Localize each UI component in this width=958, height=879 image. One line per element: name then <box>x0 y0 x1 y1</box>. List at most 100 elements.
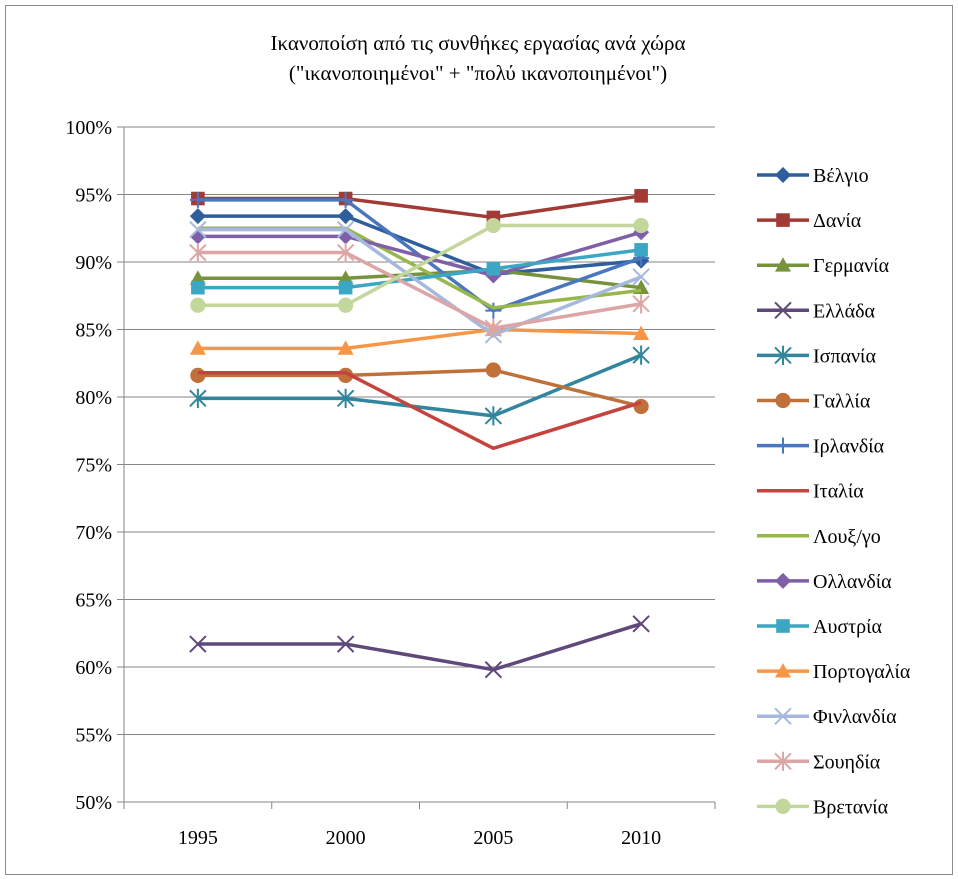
data-point <box>633 325 650 340</box>
legend-label: Ολλανδία <box>813 571 892 593</box>
y-tick-label: 60% <box>75 657 112 679</box>
series-6 <box>190 362 649 415</box>
data-point <box>485 362 501 378</box>
series-line <box>197 268 642 290</box>
y-tick-label: 100% <box>65 117 112 139</box>
data-point <box>190 367 206 383</box>
legend-label: Πορτογαλία <box>813 661 911 683</box>
data-point <box>189 220 207 239</box>
data-point <box>634 189 648 203</box>
series-14 <box>189 242 650 338</box>
y-tick-label: 85% <box>75 320 112 342</box>
data-point <box>337 208 354 225</box>
legend: Βέλγιο Δανία Γερμανία Ελλάδα Ισπανία Γαλλία Ιρ… <box>757 165 911 818</box>
legend-label: Γαλλία <box>813 391 871 413</box>
y-tick-label: 70% <box>75 522 112 544</box>
data-point <box>189 242 207 263</box>
series-line <box>197 353 642 418</box>
y-tick-label: 65% <box>75 590 112 612</box>
data-point <box>189 340 206 355</box>
legend-item: Γερμανία <box>757 255 890 277</box>
x-tick-label: 2005 <box>473 827 513 849</box>
legend-label: Βρετανία <box>813 796 889 818</box>
x-tick-label: 2000 <box>326 827 366 849</box>
series-line <box>197 370 642 451</box>
data-point <box>633 217 649 234</box>
data-point <box>775 437 791 454</box>
data-point <box>338 297 354 313</box>
data-point <box>190 297 206 313</box>
data-point <box>189 635 207 653</box>
legend-item: Ιταλία <box>757 481 864 503</box>
series-line <box>197 230 642 278</box>
data-point <box>191 280 205 295</box>
y-tick-label: 95% <box>75 185 112 207</box>
legend-item: Δανία <box>757 210 862 232</box>
series-line <box>197 227 642 337</box>
data-point <box>189 191 206 208</box>
data-point <box>336 220 355 239</box>
data-point <box>484 660 503 679</box>
legend-item: Ισπανία <box>757 345 876 367</box>
data-point <box>775 392 791 409</box>
data-point <box>484 318 503 338</box>
series-8 <box>197 370 642 451</box>
data-point <box>775 257 791 272</box>
data-point <box>775 798 791 815</box>
data-point <box>632 294 650 314</box>
data-point <box>336 635 355 653</box>
legend-item: Γαλλία <box>757 391 871 413</box>
legend-item: Σουηδία <box>757 751 881 773</box>
data-point <box>189 208 206 225</box>
x-tick-label: 2010 <box>621 827 661 849</box>
legend-item: Ολλανδία <box>757 571 892 593</box>
data-point <box>338 280 353 295</box>
data-point <box>634 243 648 257</box>
data-point <box>189 388 207 408</box>
legend-label: Ισπανία <box>813 345 876 367</box>
series-line <box>197 214 642 276</box>
data-point <box>776 213 790 227</box>
legend-label: Αυστρία <box>813 616 883 638</box>
data-point <box>632 268 650 286</box>
series-line <box>197 368 642 409</box>
data-point <box>775 572 791 589</box>
legend-label: Φινλανδία <box>813 706 897 728</box>
y-tick-label: 50% <box>75 792 112 814</box>
data-point <box>774 751 792 771</box>
legend-label: Ελλάδα <box>813 300 876 322</box>
series-15 <box>190 217 649 313</box>
legend-item: Ιρλανδία <box>757 436 885 458</box>
legend-label: Σουηδία <box>813 751 881 773</box>
legend-item: Αυστρία <box>757 616 883 638</box>
chart-subtitle: ("ικανοποιημένοι" + "πολύ ικανοποιημένοι… <box>289 61 667 85</box>
data-point <box>632 345 650 365</box>
legend-label: Λουξ/γο <box>813 526 881 548</box>
series-line <box>197 622 642 672</box>
data-point <box>774 345 792 365</box>
series-5 <box>189 345 650 426</box>
data-point <box>633 398 649 415</box>
data-point <box>336 242 355 263</box>
data-point <box>774 707 792 725</box>
legend-item: Βέλγιο <box>757 165 869 187</box>
series-1 <box>189 208 650 283</box>
data-point <box>775 663 791 678</box>
data-point <box>774 301 792 320</box>
axes <box>123 127 716 809</box>
data-point <box>776 619 790 633</box>
chart-title: Ικανοποίση από τις συνθήκες εργασίας ανά… <box>271 31 686 55</box>
legend-label: Βέλγιο <box>813 165 869 187</box>
y-tick-label: 55% <box>75 725 112 747</box>
data-point <box>337 191 354 208</box>
legend-item: Βρετανία <box>757 796 889 818</box>
data-point <box>486 261 501 276</box>
data-point <box>632 615 650 633</box>
data-point <box>337 340 354 355</box>
y-tick-label: 80% <box>75 387 112 409</box>
data-point <box>485 217 501 234</box>
series-lines <box>189 189 650 679</box>
series-line <box>197 248 642 290</box>
series-4 <box>189 615 650 679</box>
y-tick-label: 90% <box>75 252 112 274</box>
